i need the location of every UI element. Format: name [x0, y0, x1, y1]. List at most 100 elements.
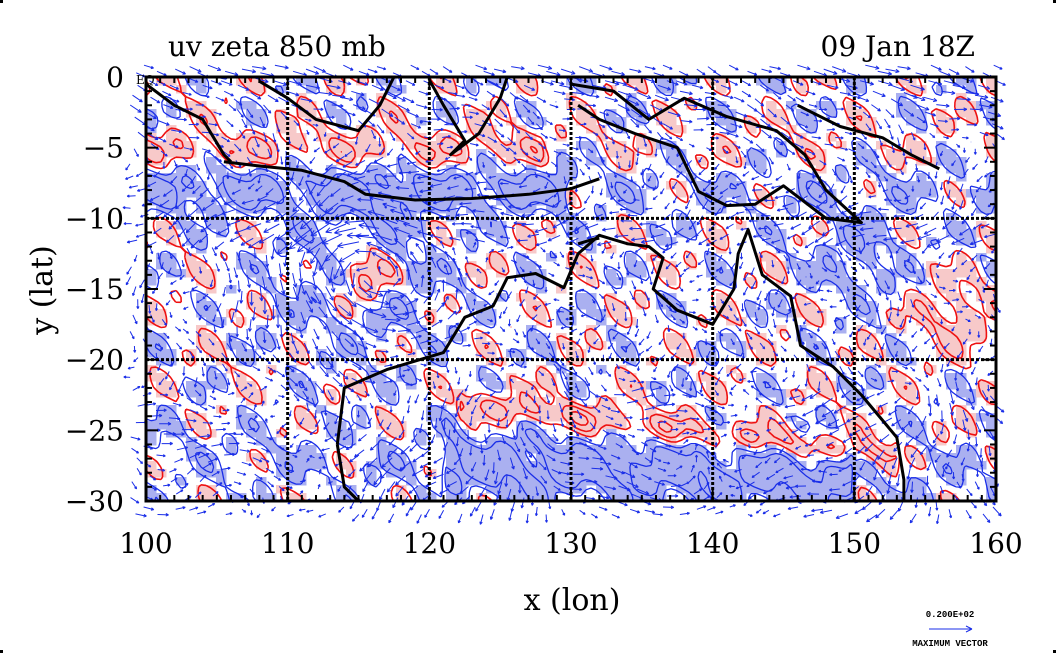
vorticity-cell — [196, 245, 207, 254]
vorticity-cell — [316, 245, 327, 254]
vorticity-cell — [286, 349, 297, 358]
vorticity-cell — [746, 437, 757, 446]
vorticity-cell — [556, 157, 567, 166]
vorticity-cell — [956, 229, 967, 238]
vorticity-cell — [536, 317, 547, 326]
vorticity-cell — [536, 493, 547, 501]
vorticity-cell — [826, 445, 837, 454]
vorticity-cell — [366, 189, 377, 198]
vorticity-cell — [796, 173, 807, 182]
vorticity-cell — [326, 141, 337, 150]
vorticity-cell — [666, 445, 677, 454]
vorticity-cell — [496, 493, 507, 501]
vorticity-cell — [666, 181, 677, 190]
vorticity-cell — [456, 285, 467, 294]
vorticity-cell — [216, 133, 227, 142]
vorticity-cell — [766, 237, 777, 246]
vorticity-cell — [376, 173, 387, 182]
vorticity-cell — [796, 469, 807, 478]
vorticity-cell — [776, 277, 787, 286]
vorticity-cell — [636, 197, 647, 206]
vorticity-cell — [666, 261, 677, 270]
vorticity-cell — [386, 205, 397, 214]
vorticity-cell — [236, 149, 247, 158]
vorticity-cell — [486, 461, 497, 470]
y-axis-label: y (lat) — [25, 245, 60, 335]
vorticity-cell — [426, 333, 437, 342]
vorticity-cell — [326, 357, 337, 366]
vorticity-cell — [386, 389, 397, 398]
vorticity-cell — [936, 125, 947, 134]
vorticity-cell — [286, 221, 297, 230]
vorticity-cell — [156, 189, 167, 198]
vorticity-cell — [496, 413, 507, 422]
vorticity-cell — [296, 317, 307, 326]
vorticity-cell — [506, 405, 517, 414]
vorticity-cell — [476, 133, 487, 142]
vorticity-cell — [626, 349, 637, 358]
vorticity-cell — [376, 381, 387, 390]
vorticity-cell — [946, 229, 957, 238]
vorticity-cell — [356, 205, 367, 214]
vorticity-cell — [376, 317, 387, 326]
vorticity-cell — [766, 349, 777, 358]
vorticity-cell — [896, 197, 907, 206]
vorticity-cell — [866, 493, 877, 501]
vorticity-cell — [616, 381, 627, 390]
vorticity-cell — [596, 397, 607, 406]
vorticity-cell — [896, 341, 907, 350]
vorticity-cell — [226, 333, 237, 342]
vorticity-cell — [476, 317, 487, 326]
vorticity-cell — [616, 157, 627, 166]
vorticity-cell — [436, 221, 447, 230]
vorticity-cell — [386, 181, 397, 190]
vorticity-cell — [916, 117, 927, 126]
vorticity-cell — [506, 181, 517, 190]
vorticity-cell — [446, 301, 457, 310]
vorticity-cell — [186, 389, 197, 398]
vorticity-cell — [736, 469, 747, 478]
vorticity-cell — [716, 469, 727, 478]
vorticity-cell — [256, 205, 267, 214]
vorticity-cell — [966, 445, 977, 454]
vorticity-cell — [396, 317, 407, 326]
vorticity-cell — [786, 453, 797, 462]
vorticity-cell — [466, 477, 477, 486]
vorticity-cell — [796, 109, 807, 118]
vorticity-cell — [206, 125, 217, 134]
vorticity-cell — [866, 477, 877, 486]
vorticity-cell — [506, 469, 517, 478]
vorticity-cell — [656, 493, 667, 501]
vorticity-cell — [496, 181, 507, 190]
vorticity-cell — [716, 485, 727, 494]
vorticity-cell — [986, 205, 996, 214]
vorticity-cell — [956, 413, 967, 422]
vorticity-cell — [216, 469, 227, 478]
vorticity-cell — [606, 477, 617, 486]
vorticity-cell — [466, 461, 477, 470]
vorticity-cell — [776, 485, 787, 494]
vorticity-cell — [536, 117, 547, 126]
vorticity-cell — [706, 221, 717, 230]
vorticity-cell — [376, 197, 387, 206]
vorticity-cell — [386, 309, 397, 318]
vorticity-cell — [466, 293, 477, 302]
vorticity-cell — [656, 141, 667, 150]
vorticity-cell — [606, 173, 617, 182]
vorticity-cell — [886, 341, 897, 350]
vorticity-cell — [636, 485, 647, 494]
vorticity-cell — [866, 157, 877, 166]
vorticity-cell — [616, 365, 627, 374]
vorticity-cell — [286, 381, 297, 390]
x-axis-label: x (lon) — [524, 583, 621, 618]
vorticity-cell — [736, 373, 747, 382]
vorticity-cell — [736, 477, 747, 486]
vorticity-cell — [476, 397, 487, 406]
vorticity-cell — [636, 85, 647, 94]
vorticity-cell — [936, 141, 947, 150]
vorticity-cell — [656, 229, 667, 238]
vorticity-cell — [756, 221, 767, 230]
vorticity-cell — [766, 77, 777, 86]
vorticity-cell — [726, 189, 737, 198]
